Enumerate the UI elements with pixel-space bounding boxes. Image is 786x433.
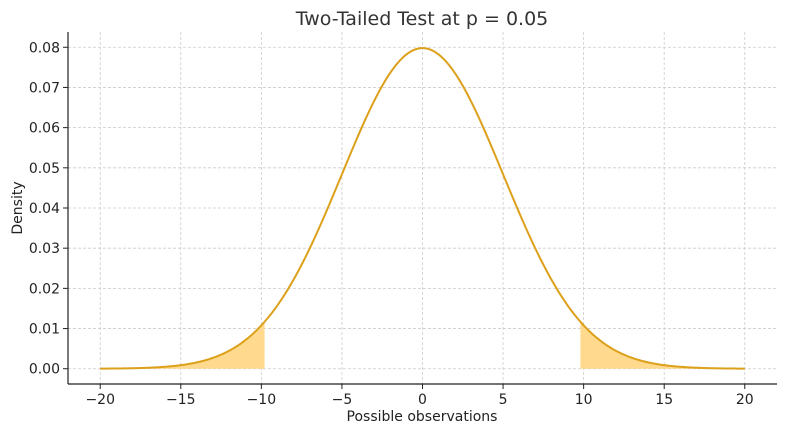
chart-title: Two-Tailed Test at p = 0.05 [295,8,549,30]
x-tick-label: 20 [736,392,754,408]
x-tick-label: 10 [575,392,593,408]
x-tick-label: −5 [332,392,353,408]
y-tick-label: 0.00 [29,362,60,378]
y-tick-label: 0.05 [29,161,60,177]
rejection-region [100,321,265,369]
y-ticks: 0.00 0.01 0.02 0.03 0.04 0.05 0.06 0.07 0.08 [29,40,68,378]
grid [68,32,777,384]
y-axis-label: Density [10,181,26,234]
y-tick-label: 0.08 [29,40,60,56]
x-tick-label: 5 [499,392,508,408]
y-tick-label: 0.06 [29,121,60,137]
y-tick-label: 0.07 [29,80,60,96]
y-tick-label: 0.04 [29,201,60,217]
x-tick-label: −20 [85,392,115,408]
y-tick-label: 0.03 [29,241,60,257]
x-axis-label: Possible observations [347,409,498,425]
x-ticks: −20 −15 −10 −5 0 5 10 15 20 [85,384,754,408]
y-tick-label: 0.01 [29,322,60,338]
rejection-regions [100,321,745,369]
x-tick-label: 15 [655,392,673,408]
rejection-region [580,321,745,369]
y-tick-label: 0.02 [29,281,60,297]
x-tick-label: 0 [418,392,427,408]
density-curve [100,47,745,370]
x-tick-label: −10 [247,392,277,408]
x-tick-label: −15 [166,392,196,408]
